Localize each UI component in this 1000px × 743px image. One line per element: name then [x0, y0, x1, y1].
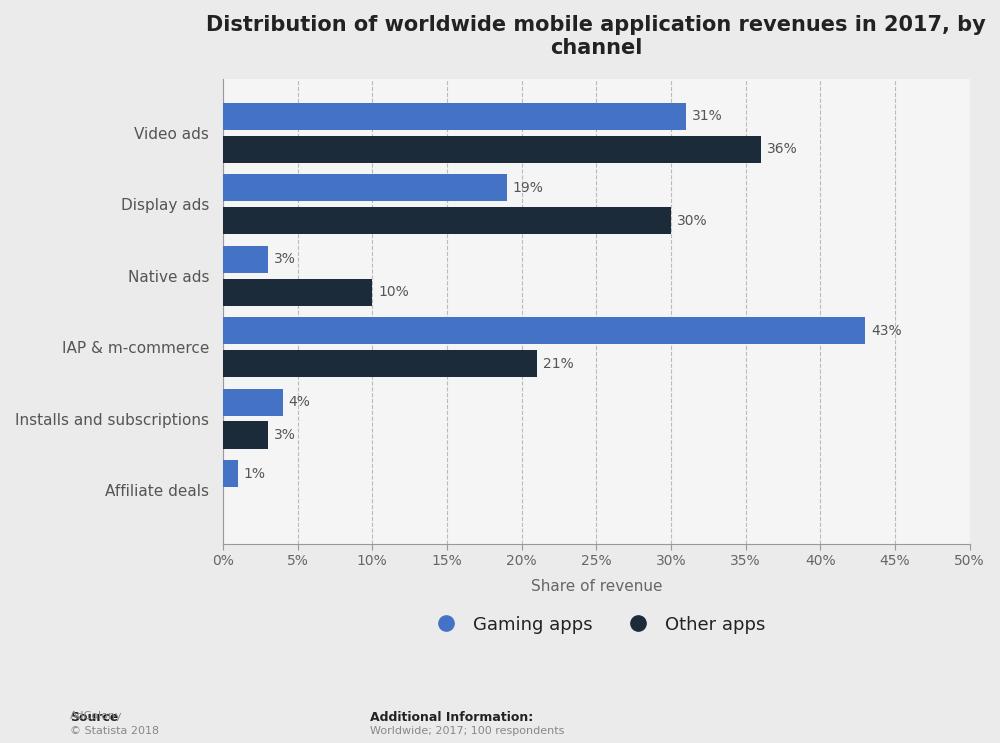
Bar — [223, 174, 507, 201]
Text: 1%: 1% — [244, 467, 266, 481]
Bar — [223, 389, 283, 415]
Title: Distribution of worldwide mobile application revenues in 2017, by
channel: Distribution of worldwide mobile applica… — [206, 15, 986, 58]
Text: 21%: 21% — [543, 357, 573, 371]
Text: 30%: 30% — [677, 214, 708, 227]
Bar — [223, 136, 761, 163]
Text: 10%: 10% — [378, 285, 409, 299]
Text: AdColony
© Statista 2018: AdColony © Statista 2018 — [70, 711, 159, 736]
Text: 43%: 43% — [871, 324, 902, 337]
Text: 3%: 3% — [274, 428, 296, 442]
Text: 19%: 19% — [513, 181, 544, 195]
Text: Additional Information:: Additional Information: — [370, 712, 533, 724]
Bar — [223, 421, 268, 449]
Bar — [223, 350, 537, 377]
X-axis label: Share of revenue: Share of revenue — [531, 579, 662, 594]
Bar — [223, 103, 686, 130]
Bar — [223, 317, 865, 344]
Text: 3%: 3% — [274, 252, 296, 266]
Bar — [223, 246, 268, 273]
Text: Worldwide; 2017; 100 respondents: Worldwide; 2017; 100 respondents — [370, 726, 564, 736]
Bar — [223, 207, 671, 234]
Text: 31%: 31% — [692, 109, 723, 123]
Text: 36%: 36% — [767, 142, 797, 156]
Bar — [223, 460, 238, 487]
Bar — [223, 279, 372, 305]
Legend: Gaming apps, Other apps: Gaming apps, Other apps — [420, 609, 772, 640]
Text: 4%: 4% — [289, 395, 310, 409]
Text: Source: Source — [70, 712, 118, 724]
